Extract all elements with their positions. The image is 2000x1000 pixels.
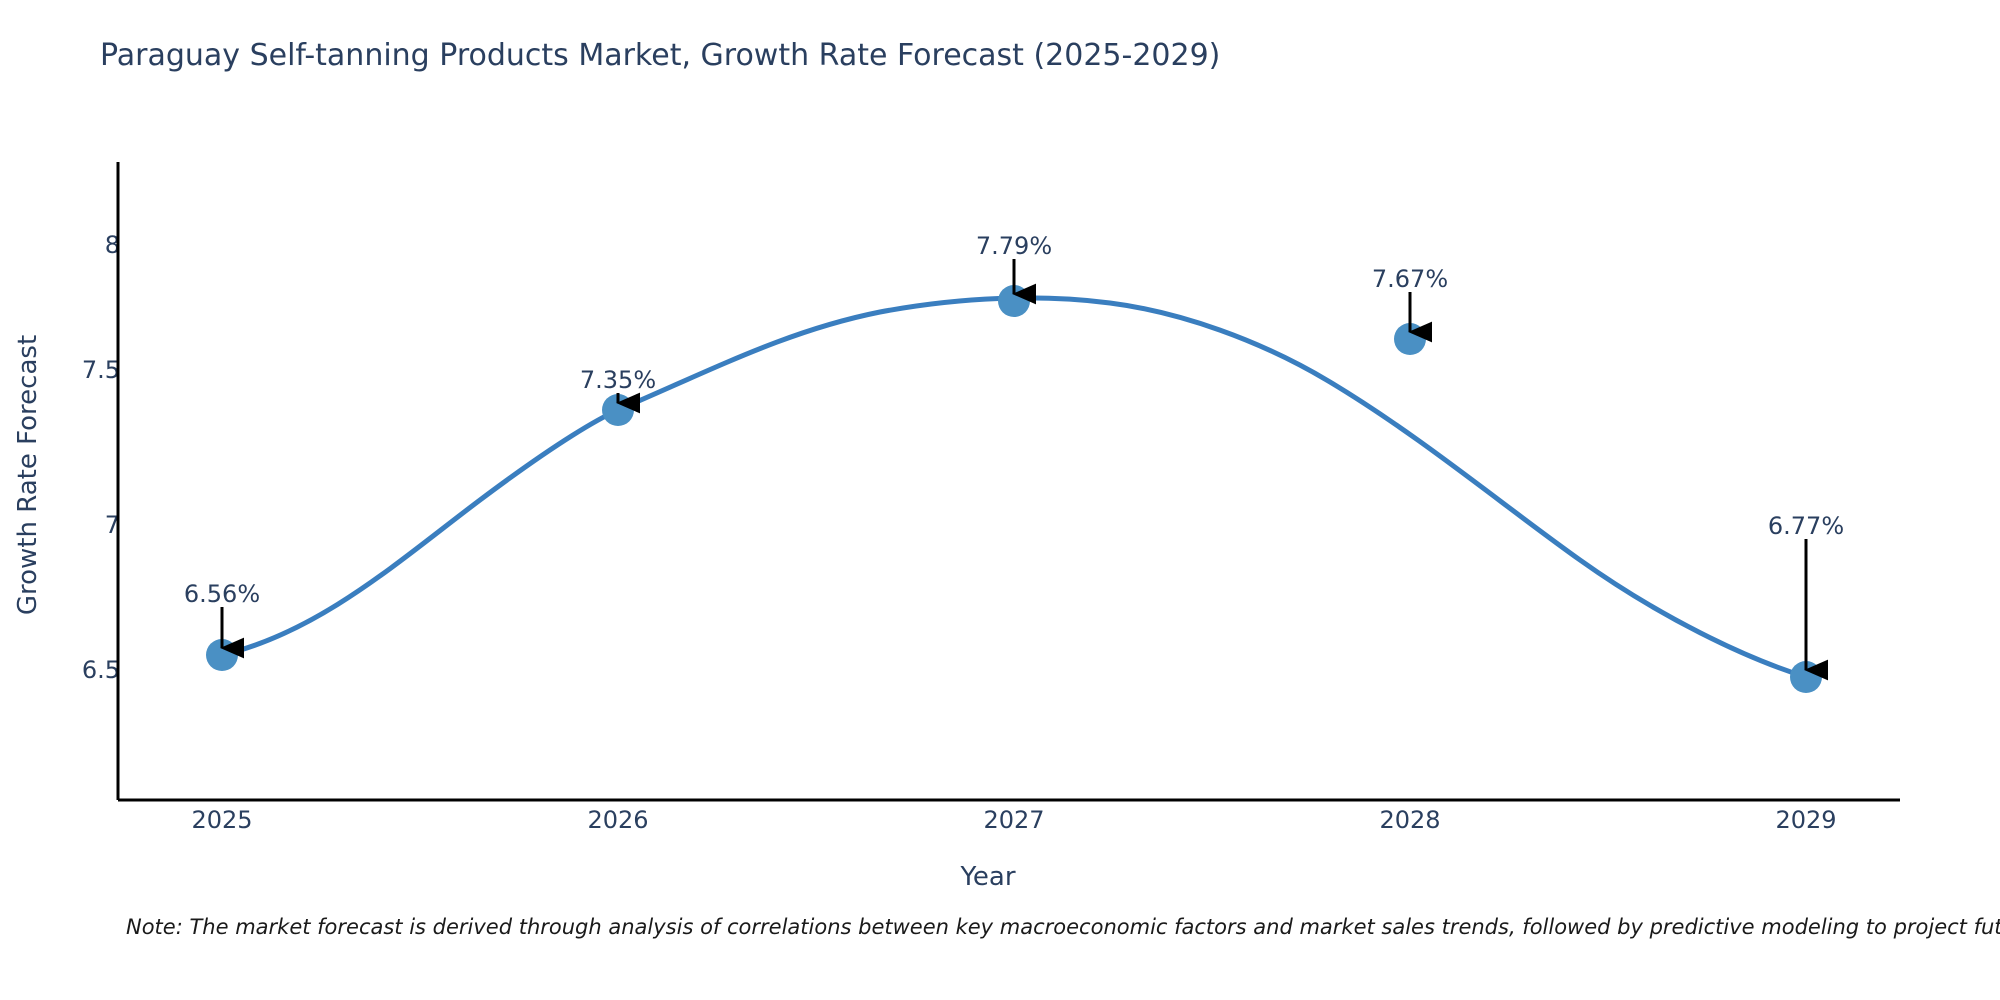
y-tick-label: 7 (104, 511, 120, 539)
y-tick-label: 8 (104, 231, 120, 259)
x-tick-label: 2025 (191, 806, 253, 834)
x-axis-title-text: Year (960, 862, 1016, 892)
x-tick-label: 2027 (983, 806, 1045, 834)
data-point-label: 7.35% (579, 366, 657, 394)
x-tick-label: 2028 (1379, 806, 1441, 834)
x-tick-label: 2029 (1775, 806, 1837, 834)
x-tick-label: 2026 (587, 806, 649, 834)
data-point-label: 6.77% (1767, 512, 1845, 540)
x-axis-title: Year (0, 862, 2000, 892)
y-tick-label: 7.5 (81, 356, 120, 384)
data-point-label: 6.56% (183, 580, 261, 608)
y-tick-label: 6.5 (81, 656, 120, 684)
data-point-label: 7.79% (975, 232, 1053, 260)
chart-title: Paraguay Self-tanning Products Market, G… (100, 38, 1221, 73)
data-line-series (219, 295, 1809, 680)
footnote-note: Note: The market forecast is derived thr… (126, 915, 2000, 939)
data-point-label: 7.67% (1371, 265, 1449, 293)
